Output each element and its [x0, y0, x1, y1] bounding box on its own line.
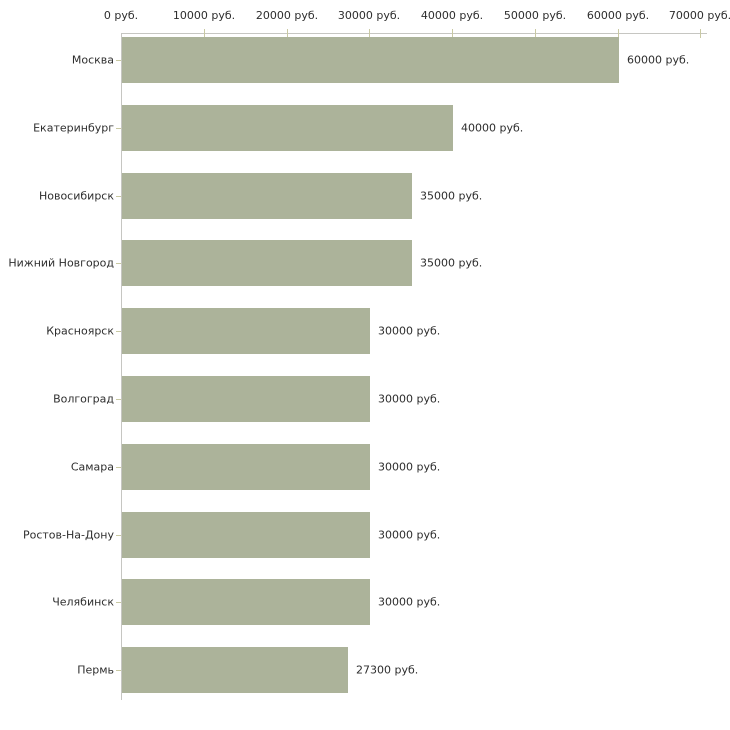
x-axis-tick-label: 40000 руб.	[420, 9, 484, 22]
y-axis-tick	[116, 263, 121, 264]
bar-Новосибирск	[122, 173, 412, 219]
x-axis-tick-label: 70000 руб.	[668, 9, 730, 22]
value-label: 35000 руб.	[420, 189, 483, 203]
value-label: 30000 руб.	[378, 392, 441, 406]
category-label: Москва	[71, 53, 114, 67]
value-label: 27300 руб.	[356, 663, 419, 677]
category-label: Волгоград	[53, 392, 114, 406]
bar-Красноярск	[122, 308, 370, 354]
x-axis-tick-label: 20000 руб.	[255, 9, 319, 22]
x-axis-tick-label: 50000 руб.	[503, 9, 567, 22]
x-axis-tick	[535, 29, 536, 38]
x-axis-tick-label: 60000 руб.	[586, 9, 650, 22]
x-axis-tick	[618, 29, 619, 38]
x-axis-tick-label: 30000 руб.	[337, 9, 401, 22]
x-axis-line	[121, 33, 707, 34]
y-axis-tick	[116, 670, 121, 671]
bar-Москва	[122, 37, 619, 83]
x-axis-tick	[204, 29, 205, 38]
value-label: 30000 руб.	[378, 595, 441, 609]
y-axis-tick	[116, 128, 121, 129]
y-axis-line	[121, 33, 122, 700]
category-label: Ростов-На-Дону	[22, 528, 114, 542]
value-label: 40000 руб.	[461, 121, 524, 135]
bar-Волгоград	[122, 376, 370, 422]
bar-Челябинск	[122, 579, 370, 625]
category-label: Новосибирск	[38, 189, 114, 203]
y-axis-tick	[116, 196, 121, 197]
value-label: 35000 руб.	[420, 256, 483, 270]
x-axis-tick-label: 0 руб.	[103, 9, 139, 22]
bar-Нижний Новгород	[122, 240, 412, 286]
x-axis-tick	[700, 29, 701, 38]
x-axis-tick	[369, 29, 370, 38]
bar-Самара	[122, 444, 370, 490]
y-axis-tick	[116, 467, 121, 468]
y-axis-tick	[116, 399, 121, 400]
value-label: 30000 руб.	[378, 460, 441, 474]
category-label: Самара	[70, 460, 114, 474]
category-label: Нижний Новгород	[8, 256, 114, 270]
y-axis-tick	[116, 331, 121, 332]
value-label: 60000 руб.	[627, 53, 690, 67]
x-axis-tick	[287, 29, 288, 38]
y-axis-tick	[116, 535, 121, 536]
category-label: Екатеринбург	[33, 121, 114, 135]
y-axis-tick	[116, 60, 121, 61]
value-label: 30000 руб.	[378, 324, 441, 338]
y-axis-tick	[116, 602, 121, 603]
bar-Ростов-На-Дону	[122, 512, 370, 558]
category-label: Красноярск	[46, 324, 114, 338]
category-label: Челябинск	[52, 595, 114, 609]
x-axis-tick-label: 10000 руб.	[172, 9, 236, 22]
value-label: 30000 руб.	[378, 528, 441, 542]
bar-Пермь	[122, 647, 348, 693]
x-axis-tick	[452, 29, 453, 38]
category-label: Пермь	[77, 663, 114, 677]
bar-Екатеринбург	[122, 105, 453, 151]
